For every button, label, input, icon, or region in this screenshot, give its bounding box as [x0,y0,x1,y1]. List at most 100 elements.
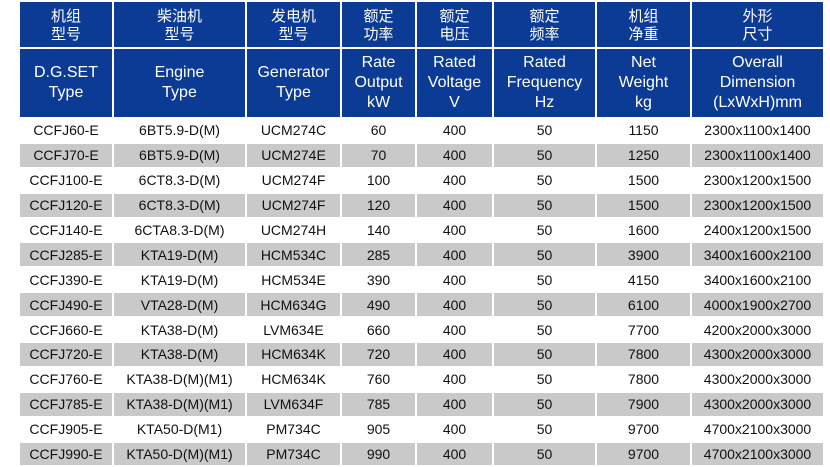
table-cell: 9700 [595,440,692,467]
header-line: 尺寸 [742,24,773,43]
column-header: Rate Output kW [340,47,417,119]
table-cell: 50 [492,241,597,269]
table-cell: 1500 [595,191,692,219]
table-cell: 2300x1100x1400 [690,117,825,144]
header-line: kW [366,94,391,111]
header-line: Engine [154,64,205,81]
table-cell: 2300x1100x1400 [690,141,825,169]
column-header: D.G.SET Type [18,47,114,119]
table-row: CCFJ100-E 6CT8.3-D(M) UCM274F 100 400 50 1500 2… [18,166,825,194]
table-cell: 7800 [595,341,692,368]
header-line: Net [631,54,656,71]
table-cell: 400 [415,141,494,169]
table-cell: 400 [415,365,494,393]
header-line: V [449,94,460,111]
table-cell: CCFJ905-E [18,415,114,443]
table-cell: KTA38-D(M) [112,316,247,344]
header-line: 额定 [439,6,470,25]
table-cell: 760 [340,365,417,393]
header-line: 机组 [50,6,81,25]
table-cell: UCM274F [245,166,342,194]
table-row: CCFJ390-E KTA19-D(M) HCM534E 390 400 50 4150 34… [18,266,825,294]
header-line: 功率 [363,24,394,43]
table-row: CCFJ60-E 6BT5.9-D(M) UCM274C 60 400 50 1150 230… [18,117,825,144]
header-line: kg [635,94,652,111]
table-cell: 400 [415,241,494,269]
table-cell: UCM274E [245,141,342,169]
table-cell: LVM634E [245,316,342,344]
table-cell: 4200x2000x3000 [690,316,825,344]
table-cell: 4300x2000x3000 [690,390,825,418]
table-cell: KTA38-D(M) [112,341,247,368]
header-line: 外形 [742,6,773,25]
table-cell: 7700 [595,316,692,344]
table-cell: PM734C [245,440,342,467]
header-row-chinese: 机组 型号 柴油机 型号 发电机 型号 额定 功率 额定 电压 额定 频率 机组 净重 外形 尺寸 [18,0,825,49]
column-header: Engine Type [112,47,247,119]
table-cell: CCFJ285-E [18,241,114,269]
table-cell: 50 [492,390,597,418]
header-line: Weight [618,74,669,91]
table-cell: 120 [340,191,417,219]
header-line: 频率 [529,24,560,43]
table-row: CCFJ285-E KTA19-D(M) HCM534C 285 400 50 3900 34… [18,241,825,269]
table-row: CCFJ720-E KTA38-D(M) HCM634K 720 400 50 7800 43… [18,341,825,368]
table-cell: 3900 [595,241,692,269]
table-cell: 50 [492,166,597,194]
header-line: 净重 [628,24,659,43]
table-cell: KTA50-D(M)(M1) [112,440,247,467]
header-line: Rated [523,54,566,71]
table-cell: 6BT5.9-D(M) [112,117,247,144]
table-row: CCFJ760-E KTA38-D(M)(M1) HCM634K 760 400 50 78… [18,365,825,393]
table-cell: 7900 [595,390,692,418]
table-cell: 990 [340,440,417,467]
table-cell: 50 [492,191,597,219]
header-line: 机组 [628,6,659,25]
table-cell: CCFJ785-E [18,390,114,418]
table-cell: HCM534C [245,241,342,269]
table-cell: 400 [415,166,494,194]
table-cell: 50 [492,117,597,144]
table-cell: 50 [492,141,597,169]
table-cell: 285 [340,241,417,269]
table-cell: 720 [340,341,417,368]
table-cell: 6CT8.3-D(M) [112,166,247,194]
header-line: Dimension [719,74,796,91]
table-cell: 400 [415,440,494,467]
table-cell: 3400x1600x2100 [690,266,825,294]
table-cell: HCM634K [245,341,342,368]
table-cell: 400 [415,216,494,244]
table-cell: CCFJ100-E [18,166,114,194]
table-cell: 490 [340,291,417,319]
header-line: 电压 [439,24,470,43]
table-cell: VTA28-D(M) [112,291,247,319]
table-cell: 50 [492,291,597,319]
table-cell: UCM274H [245,216,342,244]
table-cell: 400 [415,117,494,144]
table-cell: 9700 [595,415,692,443]
table-cell: CCFJ490-E [18,291,114,319]
table-cell: CCFJ140-E [18,216,114,244]
header-line: 额定 [529,6,560,25]
header-line: 型号 [278,24,309,43]
table-cell: 1250 [595,141,692,169]
table-row: CCFJ120-E 6CT8.3-D(M) UCM274F 120 400 50 1500 2… [18,191,825,219]
header-line: Generator [257,64,330,81]
table-cell: 4150 [595,266,692,294]
table-cell: 1600 [595,216,692,244]
table-cell: CCFJ70-E [18,141,114,169]
header-line: Type [48,84,84,101]
table-cell: 400 [415,390,494,418]
table-cell: 400 [415,341,494,368]
table-cell: 2300x1200x1500 [690,166,825,194]
table-cell: CCFJ760-E [18,365,114,393]
header-line: Overall [732,54,783,71]
table-cell: HCM534E [245,266,342,294]
column-header: 机组 净重 [595,0,692,49]
table-cell: KTA38-D(M)(M1) [112,365,247,393]
table-cell: 4300x2000x3000 [690,365,825,393]
table-cell: CCFJ720-E [18,341,114,368]
table-cell: CCFJ60-E [18,117,114,144]
table-row: CCFJ70-E 6BT5.9-D(M) UCM274E 70 400 50 1250 230… [18,141,825,169]
table-cell: 6CTA8.3-D(M) [112,216,247,244]
